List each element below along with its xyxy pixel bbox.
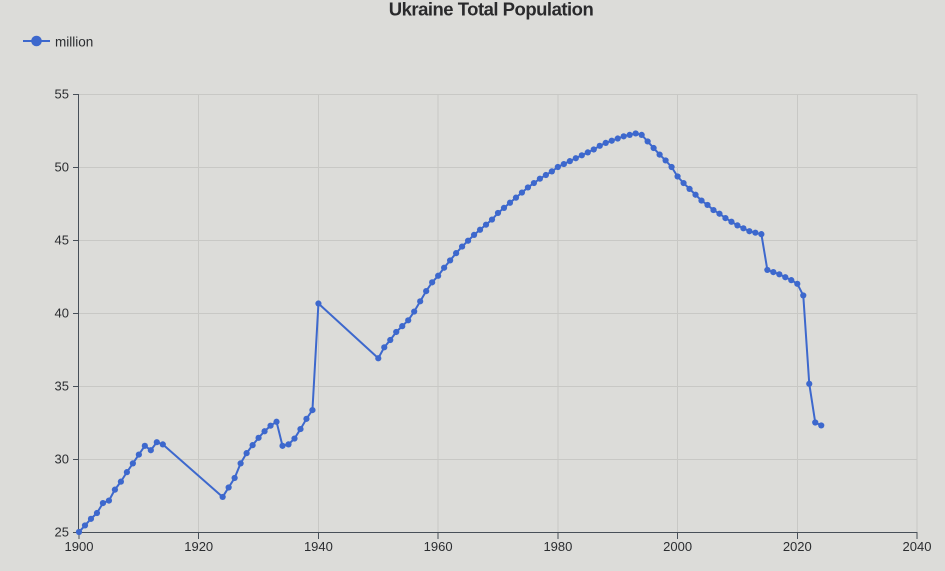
svg-text:2020: 2020 — [783, 539, 812, 554]
svg-text:35: 35 — [55, 379, 69, 394]
svg-text:40: 40 — [55, 306, 69, 321]
svg-text:30: 30 — [55, 452, 69, 467]
svg-text:25: 25 — [55, 525, 69, 540]
svg-text:1940: 1940 — [304, 539, 333, 554]
svg-text:45: 45 — [55, 233, 69, 248]
svg-text:55: 55 — [55, 87, 69, 102]
svg-text:million: million — [55, 35, 93, 50]
svg-text:50: 50 — [55, 160, 69, 175]
svg-text:Ukraine Total Population: Ukraine Total Population — [389, 0, 594, 20]
svg-text:1920: 1920 — [184, 539, 213, 554]
svg-text:1980: 1980 — [543, 539, 572, 554]
svg-text:2040: 2040 — [903, 539, 932, 554]
svg-text:2000: 2000 — [663, 539, 692, 554]
svg-text:1960: 1960 — [424, 539, 453, 554]
svg-text:1900: 1900 — [65, 539, 94, 554]
